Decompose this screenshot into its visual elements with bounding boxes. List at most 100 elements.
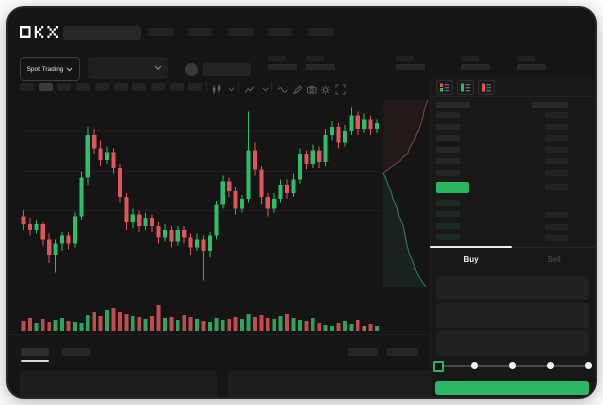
price-chart[interactable] [20,96,380,290]
bid-amount-bar [545,212,568,219]
sell-tab-label: Sell [547,254,561,264]
ask-row[interactable] [430,170,595,177]
asks-book-icon[interactable] [478,80,495,95]
orderbook-header-divider [430,96,595,97]
bottom-tab[interactable] [21,348,49,356]
timeframe-pill[interactable] [169,83,184,91]
bid-price-bar [436,222,460,229]
ticker-stat-value [461,64,490,70]
last-price-bar[interactable] [436,182,469,193]
slider-stop[interactable] [509,362,516,369]
pair-selector-dropdown[interactable] [88,57,168,79]
bid-price-bar [436,233,460,240]
nav-item[interactable] [148,28,174,36]
bid-price-bar [436,200,460,206]
ticker-stat-label [268,56,286,61]
ask-amount-bar [545,135,568,142]
amount-slider-handle[interactable] [433,361,444,372]
ask-amount-bar [545,170,568,176]
slider-stop[interactable] [471,362,479,369]
nav-item[interactable] [268,28,292,36]
timeframe-pill[interactable] [38,83,53,91]
ask-row[interactable] [430,123,595,131]
orderbook-price-column-header [436,102,470,108]
market-type-dropdown[interactable]: Spot Trading [20,57,80,81]
fullscreen-icon[interactable] [335,82,346,95]
bid-amount-bar [545,223,568,230]
ticker-stat [306,56,336,71]
global-search-input[interactable] [63,26,141,40]
timeframe-pill[interactable] [132,83,147,91]
bid-row[interactable] [430,222,595,230]
ticker-stat [461,56,491,71]
nav-item[interactable] [308,28,334,36]
camera-icon[interactable] [306,82,317,94]
buy-tab-label: Buy [463,254,479,264]
settings-icon[interactable] [320,82,331,95]
bottom-active-tab-indicator [21,360,49,362]
ticker-stat-label [461,56,479,61]
timeframe-pill[interactable] [94,83,109,91]
bid-price-bar [436,211,460,218]
indicator-icon[interactable] [244,82,255,94]
timeframe-pill[interactable] [20,83,34,91]
slider-stop[interactable] [546,362,554,369]
candle-type-icon[interactable] [211,82,222,94]
orders-panel [20,370,217,397]
chart-bottom-divider [8,334,432,335]
nav-item[interactable] [228,28,254,36]
draw-icon[interactable] [292,82,303,95]
timeframe-pill[interactable] [57,83,72,91]
ask-price-bar [436,123,460,130]
ask-price-bar [436,158,460,165]
orderbook-amount-column-header [532,102,568,108]
ask-row[interactable] [430,112,595,119]
line-tool-icon[interactable] [277,82,288,93]
ticker-stat-label [306,56,324,61]
bottom-action[interactable] [387,348,418,356]
ask-amount-bar [545,146,568,153]
ticker-stat [396,56,426,71]
buy-tab[interactable]: Buy [430,250,512,268]
ticker-stat [268,56,298,71]
ask-amount-bar [545,158,568,165]
bid-row[interactable] [430,211,595,219]
combined-book-icon[interactable] [436,80,453,95]
chevron-down-icon[interactable] [260,82,271,93]
ticker-stat [517,56,547,71]
ask-row[interactable] [430,135,595,142]
timeframe-pill[interactable] [76,83,91,91]
app-content: Spot Trading [8,8,595,397]
order-total-field[interactable] [436,331,589,356]
ask-price-bar [436,146,460,153]
ask-amount-bar [545,112,568,118]
ask-row[interactable] [430,158,595,165]
ticker-stat-value [517,64,546,70]
nav-item[interactable] [188,28,212,36]
sell-tab[interactable]: Sell [513,250,595,268]
chevron-down-icon[interactable] [226,82,237,93]
slider-stop[interactable] [584,362,592,369]
toolbar-divider [206,82,207,92]
bids-book-icon[interactable] [457,80,474,95]
timeframe-pill[interactable] [150,83,165,91]
ticker-stat-label [517,56,535,61]
pair-coin-avatar [185,63,198,76]
ticker-stat-value [306,64,335,70]
okx-logo[interactable] [20,26,58,38]
ask-amount-bar [545,123,568,130]
order-price-field[interactable] [436,276,589,300]
timeframe-pill[interactable] [113,83,128,91]
ask-price-bar [436,135,460,142]
bid-row[interactable] [430,233,595,241]
ticker-stat-label [396,56,414,61]
order-amount-field[interactable] [436,303,589,328]
bottom-action[interactable] [348,348,378,356]
depth-chart [382,99,429,288]
ask-row[interactable] [430,146,595,154]
chevron-down-icon [67,67,73,71]
timeframe-pill[interactable] [188,83,203,91]
bid-row[interactable] [430,200,595,207]
buy-order-button[interactable] [435,381,589,395]
bottom-tab[interactable] [61,348,91,356]
